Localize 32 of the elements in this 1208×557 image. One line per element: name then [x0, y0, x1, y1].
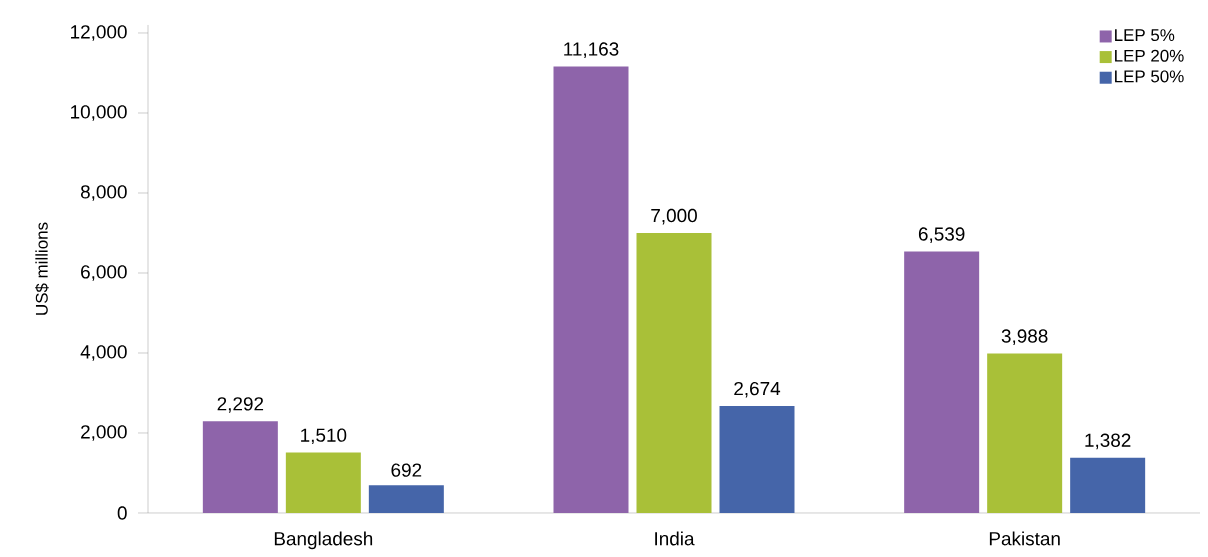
bar	[1070, 457, 1146, 513]
data-label: 3,988	[1001, 329, 1048, 345]
bar	[553, 66, 629, 513]
bar	[904, 251, 980, 513]
x-tick-label: Bangladesh	[274, 531, 373, 550]
data-label: 1,510	[301, 428, 347, 445]
x-tick-label: Pakistan	[989, 531, 1060, 546]
x-tick-label: India	[655, 531, 695, 546]
data-label: 692	[391, 463, 422, 477]
bar	[719, 406, 795, 513]
legend-label: LEP 50%	[1115, 70, 1184, 83]
y-tick-label: 0	[117, 506, 127, 520]
legend-label: LEP 5%	[1115, 29, 1175, 42]
bar	[285, 452, 361, 513]
y-tick-label: 4,000	[80, 345, 127, 361]
y-tick-label: 8,000	[80, 185, 127, 201]
bar	[368, 485, 444, 513]
data-label: 1,382	[1085, 433, 1131, 450]
bar	[636, 232, 712, 513]
y-tick-label: 6,000	[81, 265, 127, 281]
data-label: 2,292	[217, 397, 264, 413]
y-tick-label: 10,000	[71, 105, 127, 121]
y-tick-label: 2,000	[81, 425, 127, 441]
data-label: 2,674	[734, 381, 781, 398]
data-label: 6,539	[918, 227, 965, 243]
bar	[987, 353, 1063, 513]
data-label: 7,000	[651, 208, 697, 225]
bar	[202, 421, 278, 513]
y-tick-label: 12,000	[71, 25, 127, 41]
data-label: 11,163	[564, 42, 619, 58]
y-axis-title: US$ millions	[35, 222, 49, 315]
legend-label: LEP 20%	[1115, 49, 1184, 62]
